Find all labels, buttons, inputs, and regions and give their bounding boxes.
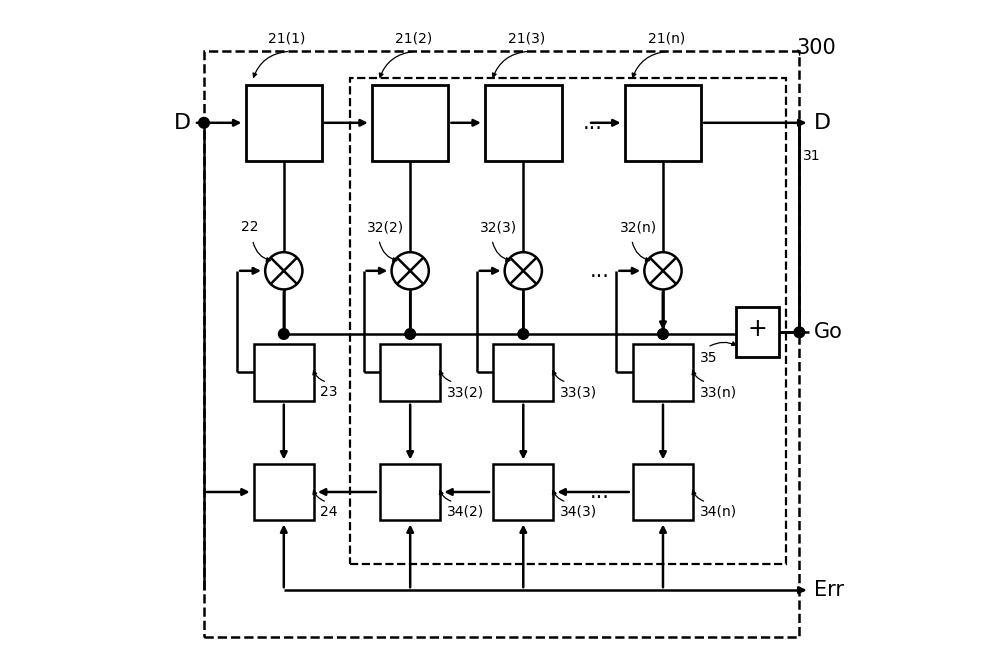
Text: 32(3): 32(3)	[480, 220, 517, 234]
Text: 21(n): 21(n)	[648, 32, 685, 46]
Bar	[254, 344, 314, 401]
Text: D: D	[814, 113, 831, 133]
Circle shape	[518, 329, 529, 339]
Bar	[485, 85, 562, 161]
Bar	[204, 51, 799, 637]
Text: +: +	[748, 317, 768, 341]
Bar	[633, 464, 693, 520]
Text: 23: 23	[320, 385, 338, 399]
Text: Go: Go	[814, 323, 843, 342]
Text: ...: ...	[590, 261, 610, 281]
Text: 33(n): 33(n)	[700, 385, 737, 399]
Circle shape	[658, 329, 668, 339]
Text: 22: 22	[241, 220, 258, 234]
Text: ...: ...	[583, 113, 603, 133]
Text: Err: Err	[814, 580, 844, 600]
Bar	[493, 464, 553, 520]
Circle shape	[794, 327, 805, 337]
Text: 300: 300	[796, 38, 836, 58]
Text: 21(2): 21(2)	[395, 32, 432, 46]
Bar	[625, 85, 701, 161]
Text: 24: 24	[320, 505, 338, 519]
Text: 21(3): 21(3)	[508, 32, 545, 46]
Text: 33(2): 33(2)	[447, 385, 484, 399]
Bar	[493, 344, 553, 401]
Text: 34(3): 34(3)	[560, 505, 597, 519]
Text: 34(n): 34(n)	[700, 505, 737, 519]
Circle shape	[405, 329, 416, 339]
Text: 32(2): 32(2)	[367, 220, 404, 234]
Text: 35: 35	[700, 351, 717, 365]
Bar	[372, 85, 448, 161]
Circle shape	[278, 329, 289, 339]
Circle shape	[199, 118, 209, 128]
Text: 33(3): 33(3)	[560, 385, 597, 399]
Text: 31: 31	[803, 150, 820, 164]
Bar	[246, 85, 322, 161]
Text: 21(1): 21(1)	[268, 32, 306, 46]
Text: 32(n): 32(n)	[620, 220, 657, 234]
Bar	[633, 344, 693, 401]
Bar	[380, 464, 440, 520]
Text: 34(2): 34(2)	[447, 505, 484, 519]
Text: D: D	[173, 113, 191, 133]
Text: ...: ...	[590, 482, 610, 502]
Bar	[350, 78, 786, 564]
Bar	[254, 464, 314, 520]
Bar	[736, 307, 779, 357]
Bar	[380, 344, 440, 401]
